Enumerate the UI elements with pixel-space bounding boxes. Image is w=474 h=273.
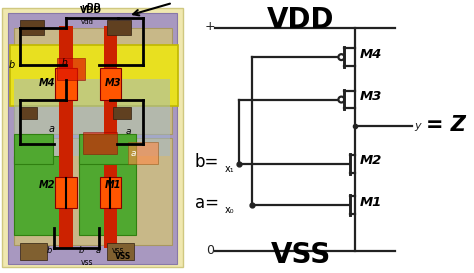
Text: M1: M1 bbox=[360, 196, 383, 209]
Text: b=: b= bbox=[195, 153, 219, 171]
Text: M3: M3 bbox=[105, 78, 122, 88]
Bar bbox=[107, 243, 134, 260]
Text: vDD: vDD bbox=[81, 3, 100, 12]
Text: VDD: VDD bbox=[267, 6, 335, 34]
Bar bbox=[20, 243, 47, 260]
Bar bbox=[14, 138, 172, 245]
Text: vss: vss bbox=[112, 246, 125, 255]
Text: x₀: x₀ bbox=[225, 205, 235, 215]
Bar bbox=[79, 156, 136, 235]
Text: a: a bbox=[96, 246, 101, 255]
Bar bbox=[83, 132, 118, 154]
Bar bbox=[14, 79, 170, 156]
Bar bbox=[100, 68, 121, 100]
Text: b: b bbox=[78, 246, 83, 255]
Bar bbox=[57, 58, 85, 80]
Text: a: a bbox=[130, 149, 136, 158]
Bar bbox=[100, 177, 121, 208]
Bar bbox=[20, 20, 45, 35]
Text: x₁: x₁ bbox=[225, 164, 235, 174]
Text: VSS: VSS bbox=[271, 241, 331, 269]
Text: M3: M3 bbox=[360, 90, 383, 103]
Text: M4: M4 bbox=[39, 78, 55, 88]
Text: b: b bbox=[9, 60, 15, 70]
Bar bbox=[128, 142, 158, 164]
Bar bbox=[55, 68, 77, 100]
Text: b: b bbox=[61, 58, 67, 67]
Bar bbox=[14, 156, 71, 235]
Text: a: a bbox=[126, 127, 131, 136]
Text: vdd: vdd bbox=[81, 19, 93, 25]
Text: M1: M1 bbox=[105, 180, 122, 190]
Text: M2: M2 bbox=[39, 180, 55, 190]
Text: a=: a= bbox=[195, 194, 219, 212]
Bar bbox=[2, 8, 182, 267]
Bar bbox=[14, 134, 53, 164]
Text: = Z: = Z bbox=[426, 115, 466, 135]
Bar bbox=[59, 26, 73, 248]
Text: M2: M2 bbox=[360, 154, 383, 167]
Bar bbox=[10, 45, 178, 106]
Text: M4: M4 bbox=[360, 48, 383, 61]
Bar bbox=[79, 134, 136, 164]
Text: b: b bbox=[46, 246, 52, 255]
Bar bbox=[113, 108, 131, 119]
Text: vss: vss bbox=[81, 258, 93, 267]
Text: y: y bbox=[414, 121, 421, 131]
Text: +: + bbox=[205, 20, 216, 33]
Text: VSS: VSS bbox=[115, 252, 131, 261]
Bar bbox=[107, 20, 131, 35]
Text: VDD: VDD bbox=[80, 6, 102, 15]
Text: 0: 0 bbox=[206, 244, 214, 257]
Text: a: a bbox=[48, 124, 55, 134]
Bar bbox=[55, 177, 77, 208]
Bar bbox=[104, 26, 118, 248]
Bar bbox=[8, 13, 177, 264]
Bar bbox=[14, 28, 172, 134]
Bar bbox=[20, 108, 37, 119]
